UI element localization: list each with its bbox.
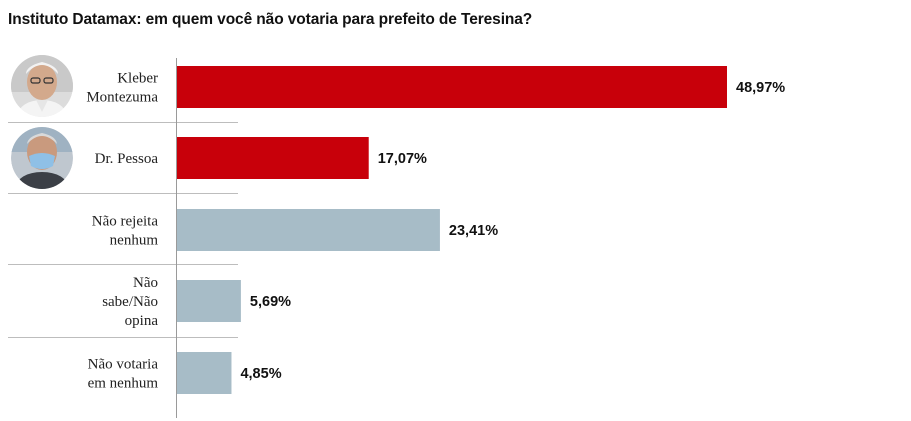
bar [177,352,232,394]
chart-title: Instituto Datamax: em quem você não vota… [8,11,533,28]
category-label: Não rejeita nenhum [92,214,159,249]
category-label: Não sabe/Não opina [102,275,158,329]
kleber-montezuma-avatar [11,55,73,117]
data-label: 5,69% [250,294,291,310]
bar [177,209,440,251]
bar [177,137,369,179]
data-label: 4,85% [240,366,281,382]
category-label: Não votaria em nenhum [88,357,159,392]
data-label: 17,07% [378,151,427,167]
bar [177,280,241,322]
data-label: 48,97% [736,80,785,96]
data-label: 23,41% [449,223,498,239]
category-label: Kleber Montezuma [86,71,158,106]
category-label: Dr. Pessoa [95,151,159,167]
dr-pessoa-avatar [11,127,73,189]
bar [177,66,727,108]
